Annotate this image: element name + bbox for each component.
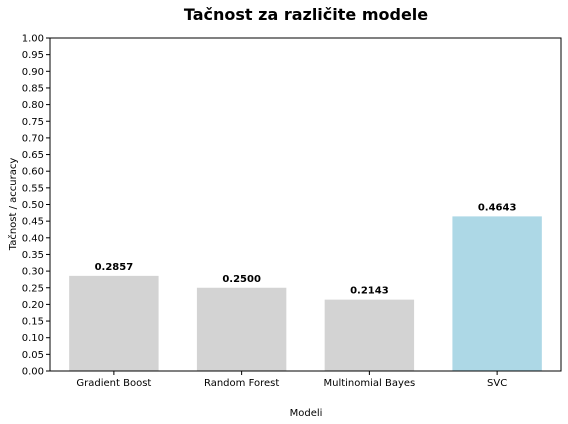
bars-group: 0.2857 0.2500 0.2143 0.4643: [69, 202, 542, 371]
y-tick-label: 0.70: [22, 133, 44, 144]
y-tick-label: 0.90: [22, 67, 44, 78]
x-axis-label: Modeli: [290, 408, 323, 419]
y-tick-label: 0.25: [22, 283, 44, 294]
bar-gradient-boost: [69, 275, 159, 371]
y-tick-label: 0.35: [22, 250, 44, 261]
y-tick-label: 0.85: [22, 83, 44, 94]
bar-random-forest: [196, 287, 287, 371]
y-axis-label: Tačnost / accuracy: [7, 158, 19, 252]
y-tick-label: 0.50: [22, 200, 44, 211]
bar-value-label: 0.2500: [222, 274, 261, 285]
bar-value-label: 0.2857: [95, 262, 134, 273]
chart-title: Tačnost za različite modele: [184, 5, 428, 24]
y-tick-label: 0.80: [22, 100, 44, 111]
y-tick-label: 0.65: [22, 150, 44, 161]
y-tick-label: 0.15: [22, 317, 44, 328]
bar-value-label: 0.4643: [478, 202, 517, 213]
y-tick-label: 0.00: [22, 367, 44, 378]
y-tick-label: 0.20: [22, 300, 44, 311]
bar-svc: [452, 216, 542, 371]
bar-value-label: 0.2143: [350, 286, 389, 297]
x-axis: Gradient Boost Random Forest Multinomial B…: [76, 371, 507, 389]
x-tick-label: Gradient Boost: [76, 378, 151, 389]
y-axis: 0.00 0.05 0.10 0.15 0.20 0.25 0.30 0.35 0.40 0.45…: [22, 34, 50, 378]
y-tick-label: 0.45: [22, 217, 44, 228]
y-tick-label: 0.60: [22, 167, 44, 178]
y-tick-label: 0.55: [22, 183, 44, 194]
y-tick-label: 0.40: [22, 233, 44, 244]
bar-multinomial-bayes: [324, 299, 415, 371]
y-tick-label: 0.75: [22, 117, 44, 128]
y-tick-label: 0.05: [22, 350, 44, 361]
y-tick-label: 0.95: [22, 50, 44, 61]
y-tick-label: 0.30: [22, 267, 44, 278]
x-tick-label: Multinomial Bayes: [323, 378, 415, 389]
plot-frame: [49, 37, 562, 372]
y-tick-label: 1.00: [22, 34, 44, 45]
x-tick-label: SVC: [487, 378, 507, 389]
x-tick-label: Random Forest: [204, 378, 279, 389]
y-tick-label: 0.10: [22, 333, 44, 344]
